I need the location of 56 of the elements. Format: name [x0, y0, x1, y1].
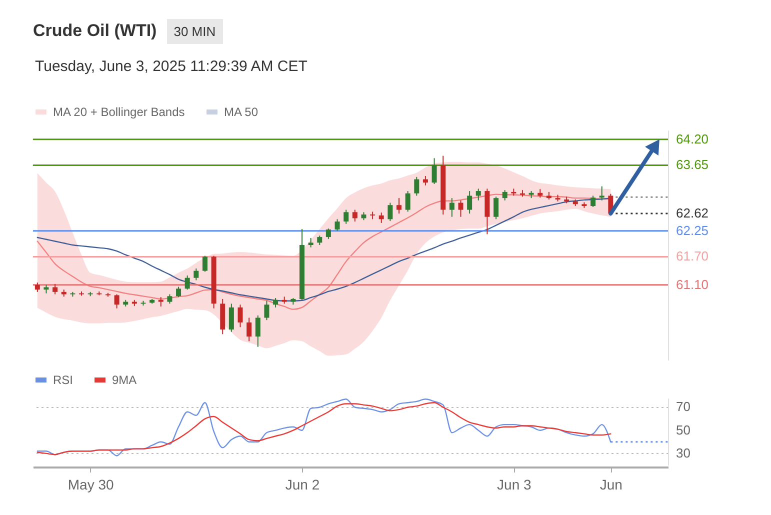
text: 30 MIN	[166, 19, 223, 44]
candlestick	[317, 235, 322, 246]
x-tick-label: Jun 3	[497, 476, 532, 492]
candlestick	[34, 282, 40, 292]
candlestick	[449, 198, 454, 218]
y-tick-label: 62.62	[676, 206, 709, 221]
y-tick-label: 63.65	[676, 157, 709, 172]
x-tick-label: May 30	[68, 476, 114, 492]
candlestick	[396, 198, 402, 214]
y-tick-label: 50	[676, 422, 690, 438]
candlestick	[494, 196, 499, 220]
candlestick	[264, 300, 270, 321]
candlestick	[308, 237, 314, 248]
y-tick-label: 62.25	[676, 222, 709, 238]
candlestick	[238, 304, 243, 328]
y-tick-label: 61.70	[676, 248, 709, 264]
candlestick	[184, 275, 190, 290]
candlestick	[228, 303, 234, 332]
candlestick	[334, 218, 340, 232]
candlestick	[388, 202, 393, 222]
candlestick	[590, 195, 596, 208]
candlestick	[52, 283, 58, 295]
candlestick	[458, 200, 464, 218]
candlestick	[326, 228, 331, 240]
candlestick	[114, 294, 120, 309]
y-tick-label: 70	[676, 399, 690, 414]
candlestick	[414, 176, 420, 196]
candlestick	[167, 294, 172, 304]
candlestick	[599, 186, 604, 201]
candlestick	[273, 298, 278, 308]
candlestick	[378, 212, 384, 224]
candlestick	[202, 255, 208, 272]
legend-label: 9MA	[112, 373, 137, 387]
candlestick	[246, 317, 252, 342]
candlestick	[344, 209, 349, 224]
candlestick	[502, 190, 508, 201]
y-tick-label: 30	[676, 445, 690, 460]
chart-title: Crude Oil (WTI)	[33, 20, 157, 40]
candlestick	[194, 268, 199, 281]
x-tick-label: Jun	[600, 476, 622, 492]
legend-label: RSI	[53, 373, 74, 387]
y-tick-label: 64.20	[676, 131, 709, 146]
candlestick	[176, 286, 182, 298]
candlestick	[352, 209, 358, 222]
chart-subtitle: Tuesday, June 3, 2025 11:29:39 AM CET	[35, 58, 308, 75]
legend-label: MA 50	[224, 105, 258, 119]
candlestick	[405, 190, 410, 212]
candlestick	[476, 188, 481, 201]
candlestick	[255, 314, 260, 348]
legend-label: MA 20 + Bollinger Bands	[53, 105, 185, 119]
x-tick-label: Jun 2	[285, 476, 320, 492]
y-tick-label: 61.10	[676, 276, 709, 292]
candlestick	[467, 190, 472, 214]
candlestick	[422, 176, 428, 186]
candlestick	[432, 158, 437, 184]
candlestick	[158, 296, 164, 307]
